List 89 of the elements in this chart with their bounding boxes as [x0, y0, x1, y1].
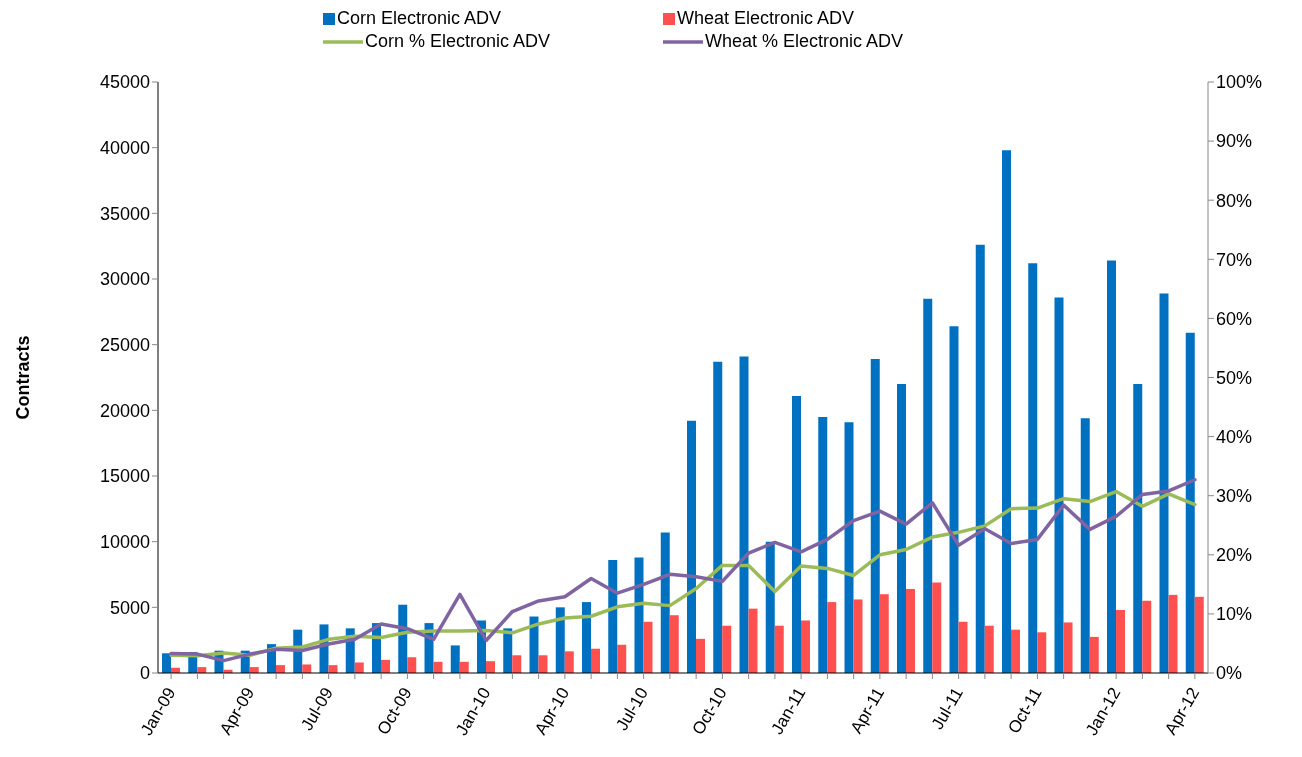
- bar: [1185, 332, 1195, 673]
- y2-tick-label: 10%: [1216, 604, 1253, 625]
- bar: [975, 244, 985, 673]
- y2-tick-label: 70%: [1216, 249, 1253, 270]
- bar: [643, 621, 653, 673]
- bar: [923, 298, 933, 673]
- bar: [538, 655, 548, 673]
- bar: [748, 608, 758, 673]
- bar: [564, 651, 574, 673]
- bar: [669, 615, 679, 673]
- bar: [958, 621, 968, 673]
- y2-tick-label: 40%: [1216, 426, 1253, 447]
- bar: [591, 648, 600, 673]
- bar: [1054, 297, 1064, 673]
- legend-label: Wheat Electronic ADV: [677, 8, 855, 29]
- bar: [582, 602, 591, 673]
- bar: [792, 395, 801, 673]
- bar: [844, 422, 854, 673]
- bar: [450, 645, 460, 673]
- bar: [1089, 636, 1099, 673]
- bar: [1028, 263, 1038, 673]
- bar: [765, 541, 775, 673]
- y-tick-label: 10000: [99, 532, 150, 553]
- bar: [897, 384, 906, 673]
- y2-tick-label: 60%: [1216, 308, 1253, 329]
- bar: [774, 625, 784, 673]
- y-axis-title: Contracts: [13, 335, 34, 420]
- bar: [555, 607, 565, 673]
- bar: [687, 420, 696, 673]
- bar: [512, 655, 522, 673]
- legend-label: Corn Electronic ADV: [337, 8, 502, 29]
- bar: [906, 588, 915, 673]
- y2-tick-label: 90%: [1216, 131, 1253, 152]
- bar: [1168, 594, 1178, 673]
- bar: [459, 661, 469, 673]
- y2-tick-label: 50%: [1216, 367, 1253, 388]
- bar: [1116, 609, 1125, 673]
- bar: [407, 657, 417, 673]
- bar: [801, 620, 810, 673]
- bar: [984, 625, 994, 673]
- bar: [1142, 600, 1152, 673]
- y2-tick-label: 80%: [1216, 190, 1253, 211]
- bar: [870, 359, 880, 673]
- bar: [608, 560, 618, 673]
- y-tick-label: 45000: [99, 72, 150, 93]
- bar: [1011, 629, 1020, 673]
- bar: [713, 361, 723, 673]
- bar: [354, 662, 364, 673]
- bar: [949, 326, 959, 673]
- bar: [1080, 418, 1090, 673]
- y-tick-label: 40000: [99, 138, 150, 159]
- bar: [660, 532, 670, 673]
- y-tick-label: 0: [139, 663, 150, 684]
- bar: [1107, 260, 1116, 673]
- y2-tick-label: 30%: [1216, 486, 1253, 507]
- bar: [1063, 622, 1073, 673]
- bar: [1037, 632, 1047, 673]
- bar: [381, 659, 390, 673]
- bar: [302, 664, 312, 673]
- legend-label: Corn % Electronic ADV: [365, 31, 551, 52]
- y-tick-label: 15000: [99, 466, 150, 487]
- bar: [1002, 150, 1011, 673]
- y-tick-label: 35000: [99, 203, 150, 224]
- y-tick-label: 30000: [99, 269, 150, 290]
- bar: [503, 628, 513, 673]
- bar: [853, 599, 863, 673]
- bar: [634, 557, 644, 673]
- y2-tick-label: 20%: [1216, 545, 1253, 566]
- bar: [529, 616, 539, 673]
- y-tick-label: 5000: [109, 597, 150, 618]
- bar: [879, 594, 889, 673]
- bar: [722, 625, 732, 673]
- legend-label: Wheat % Electronic ADV: [705, 31, 904, 52]
- bar: [696, 638, 705, 673]
- y-tick-label: 20000: [99, 400, 150, 421]
- bar: [617, 644, 627, 673]
- bar: [1194, 596, 1204, 673]
- bar: [739, 356, 749, 673]
- bar: [932, 582, 942, 673]
- bar: [162, 653, 171, 673]
- y2-tick-label: 100%: [1216, 72, 1263, 93]
- bar: [433, 661, 443, 673]
- bar: [1159, 293, 1169, 673]
- bar: [827, 602, 837, 673]
- y-tick-label: 25000: [99, 335, 150, 356]
- y2-tick-label: 0%: [1216, 663, 1243, 684]
- bar: [486, 661, 495, 673]
- bar: [818, 416, 828, 673]
- bar: [1133, 384, 1143, 673]
